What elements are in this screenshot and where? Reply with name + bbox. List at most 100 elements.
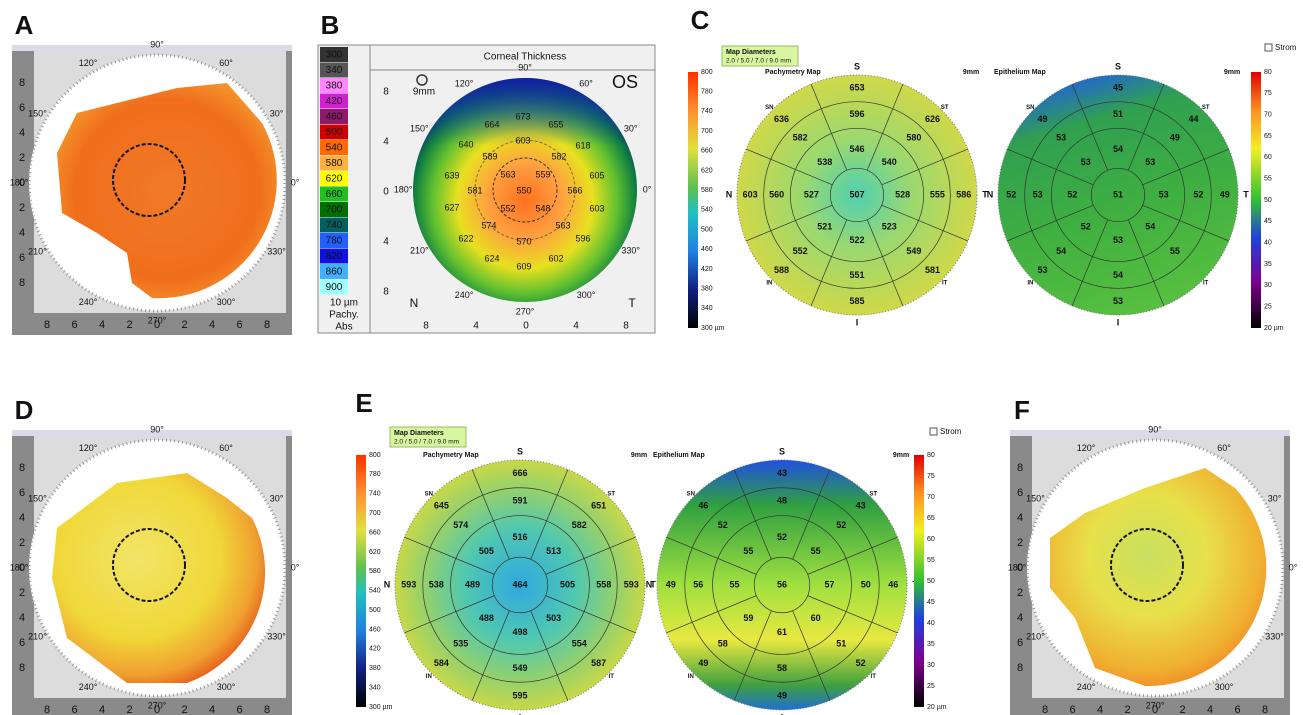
sector-value: 48 [777, 496, 787, 506]
strom-checkbox[interactable] [929, 427, 938, 436]
scale-label: 780 [369, 471, 381, 478]
color-bar [356, 455, 366, 707]
sector-value: 55 [729, 579, 739, 589]
sector-value: 587 [591, 658, 606, 668]
sector-value: 560 [769, 189, 784, 199]
y-tick-label: 2 [1017, 537, 1023, 549]
scale-label: 340 [369, 684, 381, 691]
x-tick-label: 4 [209, 704, 215, 715]
thickness-value: 639 [444, 170, 459, 180]
sector-line [1071, 84, 1109, 171]
strom-label: Strom [940, 427, 962, 436]
ring [450, 515, 590, 655]
scale-label: 800 [701, 69, 713, 76]
thickness-value: 673 [515, 111, 530, 121]
zoom-label: 9mm [413, 87, 435, 98]
angle-label: 240° [79, 297, 98, 307]
thickness-value: 563 [500, 169, 515, 179]
sector-value: 523 [882, 222, 897, 232]
sector-label: IT [609, 674, 615, 680]
sector-value: 551 [849, 270, 864, 280]
sector-value: 54 [1113, 144, 1123, 154]
sector-value: 603 [743, 189, 758, 199]
strom-checkbox[interactable] [1264, 43, 1273, 52]
sector-value: 55 [811, 546, 821, 556]
x-tick-label: 0 [1152, 704, 1158, 715]
ring [763, 101, 951, 289]
scale-label: 380 [701, 285, 713, 292]
x-tick-label: 8 [1042, 704, 1048, 715]
scale-label: 380 [369, 665, 381, 672]
scale-label: 740 [701, 108, 713, 115]
y-tick-label: 8 [19, 77, 25, 89]
thickness-value: 559 [535, 169, 550, 179]
thickness-value: 566 [567, 185, 582, 195]
sector-value: 54 [1056, 246, 1066, 256]
sector-label: IT [1203, 280, 1209, 286]
sector-label: I [519, 712, 522, 715]
angle-label: 0° [643, 184, 652, 194]
scale-swatch [320, 47, 348, 62]
scale-label: 580 [701, 187, 713, 194]
thickness-value: 589 [482, 151, 497, 161]
sector-value: 49 [1170, 133, 1180, 143]
y-tick-label: 8 [383, 87, 389, 98]
map-title: Corneal Thickness [484, 52, 567, 63]
scale-label: 60 [927, 536, 935, 543]
sector-value: 552 [793, 246, 808, 256]
scale-label: 500 [326, 127, 343, 138]
y-tick-label: 8 [383, 287, 389, 298]
angle-label: 330° [621, 245, 640, 255]
sector-value: 488 [479, 613, 494, 623]
x-tick-label: 0 [523, 321, 529, 332]
y-tick-label: 0 [19, 177, 25, 189]
sector-value: 513 [546, 546, 561, 556]
sector-label: S [1115, 61, 1121, 71]
angle-label: 180° [1008, 562, 1027, 572]
angle-label: 330° [1265, 631, 1284, 641]
scale-label: 75 [1264, 90, 1272, 97]
x-tick-label: 4 [209, 319, 215, 331]
scale-swatch [320, 62, 348, 78]
scale-label: 780 [326, 236, 343, 247]
y-tick-label: 6 [1017, 637, 1023, 649]
sector-value: 53 [1113, 296, 1123, 306]
x-tick-label: 4 [99, 704, 105, 715]
sector-value: 53 [1145, 157, 1155, 167]
thickness-value: 552 [500, 203, 515, 213]
zone [474, 139, 576, 241]
zoom-label: 9mm [631, 452, 647, 459]
angle-label: 30° [624, 123, 638, 133]
thickness-value: 570 [516, 236, 531, 246]
sector-label: N [646, 579, 653, 589]
angle-label: 180° [10, 562, 29, 572]
x-tick-label: 4 [473, 321, 479, 332]
scale-label: 25 [927, 683, 935, 690]
diameters-box [389, 426, 467, 448]
zoom-label: 9mm [893, 452, 909, 459]
angle-label: 240° [79, 682, 98, 692]
scale-label: 380 [326, 81, 343, 92]
sector-label: I [781, 712, 784, 715]
angle-label: 180° [394, 184, 413, 194]
pupil [112, 528, 186, 602]
sector-value: 636 [774, 114, 789, 124]
sector-label: ST [607, 491, 615, 497]
sector-label: ST [869, 491, 877, 497]
ring [1050, 127, 1186, 263]
sector-value: 546 [849, 144, 864, 154]
zoom-icon [416, 74, 428, 86]
ring [753, 556, 811, 614]
sector-line [881, 204, 968, 242]
sector-value: 588 [774, 265, 789, 275]
map [997, 74, 1239, 316]
angle-label: 330° [267, 631, 286, 641]
sector-line [746, 148, 833, 186]
thickness-value: 655 [548, 119, 563, 129]
sector-line [792, 610, 831, 701]
scale-label: 60 [1264, 154, 1272, 161]
angle-label: 270° [148, 315, 167, 325]
y-tick-label: 6 [1017, 487, 1023, 499]
scale-label: 80 [1264, 69, 1272, 76]
sector-value: 593 [401, 579, 416, 589]
